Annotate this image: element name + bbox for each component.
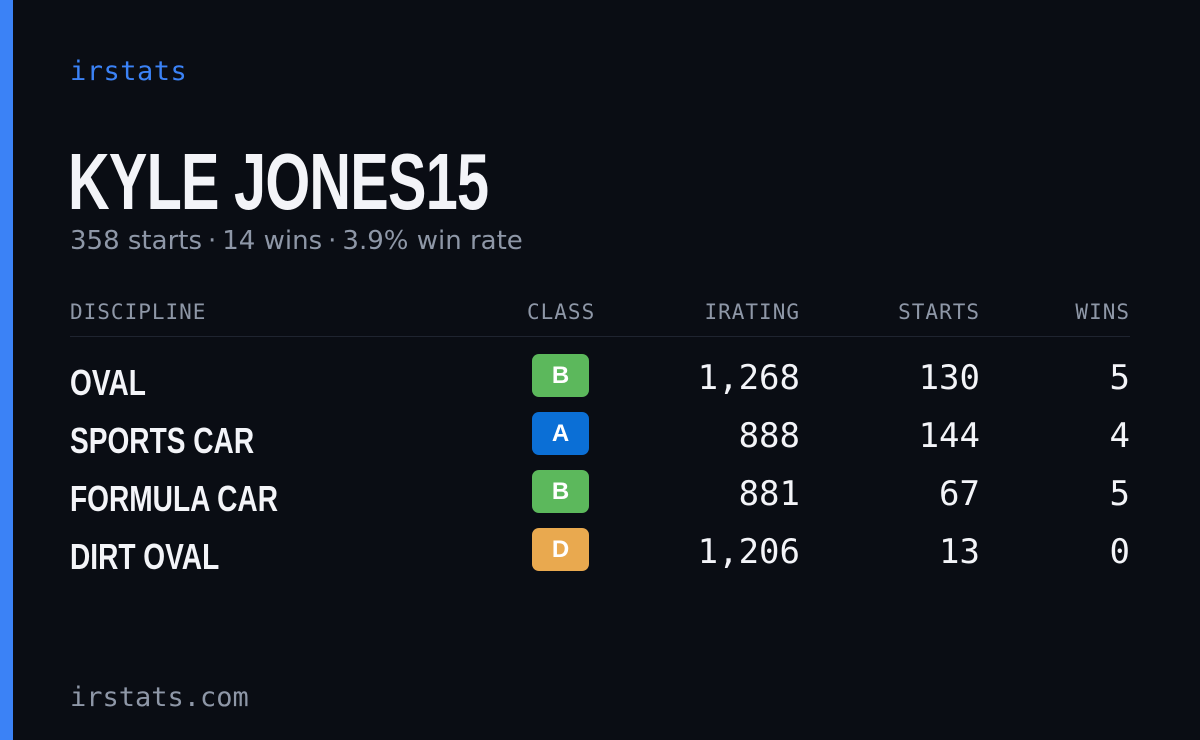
discipline-name: FORMULA CAR bbox=[70, 478, 278, 519]
starts-value: 130 bbox=[918, 358, 980, 398]
discipline-name: SPORTS CAR bbox=[70, 420, 255, 461]
driver-name: KYLE JONES15 bbox=[68, 137, 489, 226]
driver-summary: 358 starts · 14 wins · 3.9% win rate bbox=[70, 226, 523, 256]
discipline-name: DIRT OVAL bbox=[70, 536, 220, 577]
total-wins: 14 wins bbox=[222, 226, 323, 256]
table-row: SPORTS CAR A 888 144 4 bbox=[0, 412, 1200, 470]
class-badge: B bbox=[532, 354, 589, 397]
table-row: OVAL B 1,268 130 5 bbox=[0, 354, 1200, 412]
wins-value: 5 bbox=[1109, 474, 1130, 514]
footer-url: irstats.com bbox=[70, 682, 249, 713]
discipline-name: OVAL bbox=[70, 362, 146, 403]
class-badge: B bbox=[532, 470, 589, 513]
starts-value: 67 bbox=[939, 474, 980, 514]
column-header-starts: STARTS bbox=[898, 300, 980, 324]
table-row: FORMULA CAR B 881 67 5 bbox=[0, 470, 1200, 528]
wins-value: 4 bbox=[1109, 416, 1130, 456]
irating-value: 1,206 bbox=[697, 532, 800, 572]
brand-logo-text: irstats bbox=[70, 56, 188, 87]
class-badge: D bbox=[532, 528, 589, 571]
table-row: DIRT OVAL D 1,206 13 0 bbox=[0, 528, 1200, 586]
irating-value: 1,268 bbox=[697, 358, 800, 398]
wins-value: 5 bbox=[1109, 358, 1130, 398]
separator-dot: · bbox=[328, 226, 337, 256]
column-header-wins: WINS bbox=[1075, 300, 1130, 324]
column-header-class: CLASS bbox=[527, 300, 596, 324]
header-divider bbox=[70, 336, 1130, 337]
total-starts: 358 starts bbox=[70, 226, 202, 256]
column-header-irating: IRATING bbox=[704, 300, 800, 324]
starts-value: 144 bbox=[918, 416, 980, 456]
starts-value: 13 bbox=[939, 532, 980, 572]
irating-value: 881 bbox=[738, 474, 800, 514]
win-rate: 3.9% win rate bbox=[342, 226, 523, 256]
wins-value: 0 bbox=[1109, 532, 1130, 572]
class-badge: A bbox=[532, 412, 589, 455]
accent-bar bbox=[0, 0, 13, 740]
irating-value: 888 bbox=[738, 416, 800, 456]
separator-dot: · bbox=[208, 226, 217, 256]
column-header-discipline: DISCIPLINE bbox=[70, 300, 207, 324]
